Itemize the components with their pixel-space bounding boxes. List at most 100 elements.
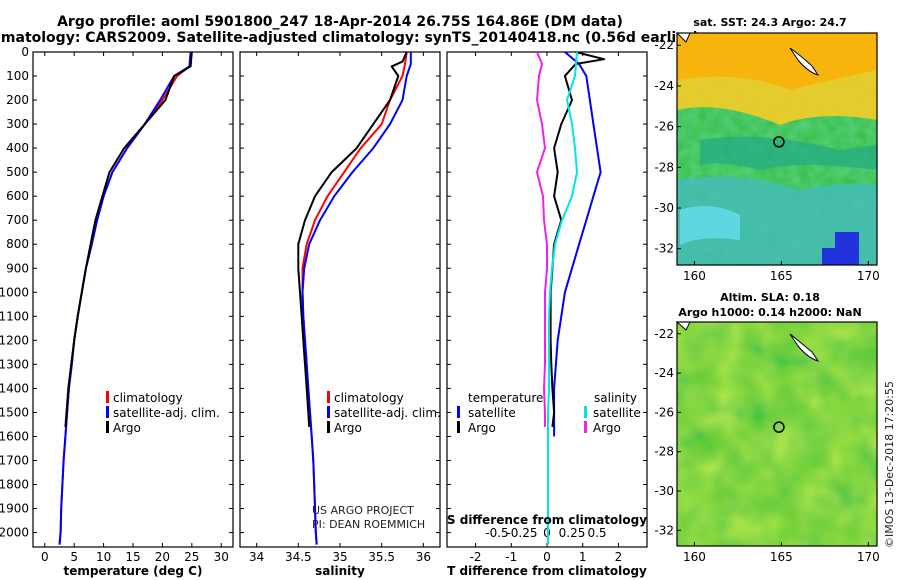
depth-tick-label: 2000 [0,526,29,540]
salinity-xlabel: salinity [315,564,365,578]
legend-swatch-s-satellite [584,406,587,418]
depth-tick-label: 1900 [0,502,29,516]
depth-axis: 0 100 200 300 400 500 600 700 800 900 1000 1100 1200… [0,45,647,540]
map-y-tick-label: -26 [654,405,674,419]
depth-tick-label: 300 [6,117,29,131]
difference-xlabel2: S difference from climatology [447,513,647,527]
x2-tick-label: -0.5 [485,526,508,540]
x-tick-label: 35 [332,550,347,564]
difference-panel: -2 -1 0 1 2-0.5-0.25 0 0.25 0.5 [470,52,623,564]
map-y-tick-label: -24 [654,366,674,380]
temperature-xlabel: temperature (deg C) [64,564,203,578]
map-y-tick-label: -28 [654,160,674,174]
legend-label-s-argo: Argo [593,421,621,435]
x-tick-label: 1 [579,550,587,564]
map-y-tick-label: -24 [654,79,674,93]
argo-position-marker [773,421,785,433]
argo-position-marker [773,136,785,148]
map-x-tick-label: 170 [857,550,880,564]
series-group [297,52,412,545]
x-tick-label: 2 [615,550,623,564]
x-tick-label: 0 [543,550,551,564]
map-y-tick-label: -22 [654,38,674,52]
map-y-tick-label: -22 [654,327,674,341]
imos-stamp: ©IMOS 13-Dec-2018 17:20:55 [883,381,896,548]
depth-tick-label: 0 [21,45,29,59]
x-tick-label: 30 [214,550,229,564]
series-line-climatology [301,52,408,545]
figure-title-line1: Argo profile: aoml 5901800_247 18-Apr-20… [57,14,623,30]
sst-cold-patch2 [822,248,838,265]
depth-tick-label: 700 [6,213,29,227]
x2-tick-label: 0.25 [559,526,586,540]
x-tick-label: 10 [96,550,111,564]
x-tick-label: -2 [470,550,482,564]
series-line-s-argo [536,52,548,427]
map-y-tick-label: -32 [654,523,674,537]
map-y-tick-label: -26 [654,120,674,134]
x-tick-label: -1 [505,550,517,564]
sst-map [675,32,878,266]
x-tick-label: 34 [249,550,264,564]
salinity-axes-frame [239,51,441,548]
map-y-tick-label: -30 [654,201,674,215]
temperature-legend: climatology satellite-adj. clim. Argo [106,391,220,435]
new-caledonia-icon [789,333,820,362]
series-line-argo [297,52,408,427]
sst-map-frame [676,32,878,266]
legend-label-s-satellite: satellite [593,406,641,420]
sst-cold-patch [835,232,859,265]
map-x-tick-label: 165 [770,269,793,283]
x2-tick-label: -0.25 [506,526,537,540]
sst-map-title: sat. SST: 24.3 Argo: 24.7 [693,16,846,29]
sla-map-axes: 160 165 170 -22 -24 -26 -28 -30 -32 [654,327,879,564]
x-tick-label: 25 [184,550,199,564]
depth-tick-label: 900 [6,261,29,275]
x-tick-label: 36 [416,550,431,564]
series-line-t-satellite [553,52,602,437]
x2-tick-label: 0.5 [587,526,606,540]
series-line-t-argo [549,52,606,428]
temperature-panel: 0 5 10 15 20 25 30 [41,52,229,564]
sst-cool-region [677,176,877,265]
sla-map-title2: Argo h1000: 0.14 h2000: NaN [678,306,861,319]
depth-tick-label: 1100 [0,309,29,323]
depth-tick-label: 1000 [0,285,29,299]
legend-label-t-satellite: satellite [468,406,516,420]
legend-swatch-argo [106,421,109,433]
legend-swatch-t-satellite [457,406,460,418]
legend-swatch-t-argo [457,421,460,433]
depth-tick-label: 400 [6,141,29,155]
map-y-tick-label: -28 [654,445,674,459]
legend-header-salinity: salinity [594,391,637,405]
sla-map-frame [676,321,878,547]
depth-tick-label: 1800 [0,478,29,492]
map-x-tick-label: 165 [770,550,793,564]
salinity-panel: 34 34.5 35 35.5 36 [249,52,431,564]
sst-map-axes: 160 165 170 -22 -24 -26 -28 -30 -32 [654,38,879,283]
new-caledonia-icon [789,47,820,76]
series-line-climatology [58,52,192,545]
series-line-satellite-adj-clim [58,52,192,545]
sla-map-texture [677,322,877,546]
salinity-legend: climatology satellite-adj. clim. Argo [327,391,441,435]
credit-line1: US ARGO PROJECT [312,504,414,517]
legend-swatch-satellite [327,406,330,418]
credit-line2: PI: DEAN ROEMMICH [312,518,425,531]
depth-tick-label: 1200 [0,333,29,347]
sst-mid-region [700,136,877,170]
sst-cyan-patch [680,206,740,245]
depth-tick-label: 200 [6,93,29,107]
map-y-tick-label: -30 [654,484,674,498]
depth-tick-label: 800 [6,237,29,251]
legend-label-satellite: satellite-adj. clim. [113,406,220,420]
x-tick-label: 5 [70,550,78,564]
x-tick-label: 35.5 [368,550,395,564]
difference-xlabel: T difference from climatology [447,564,647,578]
figure-title-line2: Climatology: CARS2009. Satellite-adjuste… [0,30,699,46]
map-y-tick-label: -32 [654,242,674,256]
depth-tick-label: 1500 [0,405,29,419]
series-line-satellite-adj-clim [301,52,412,545]
legend-label-climatology: climatology [334,391,404,405]
